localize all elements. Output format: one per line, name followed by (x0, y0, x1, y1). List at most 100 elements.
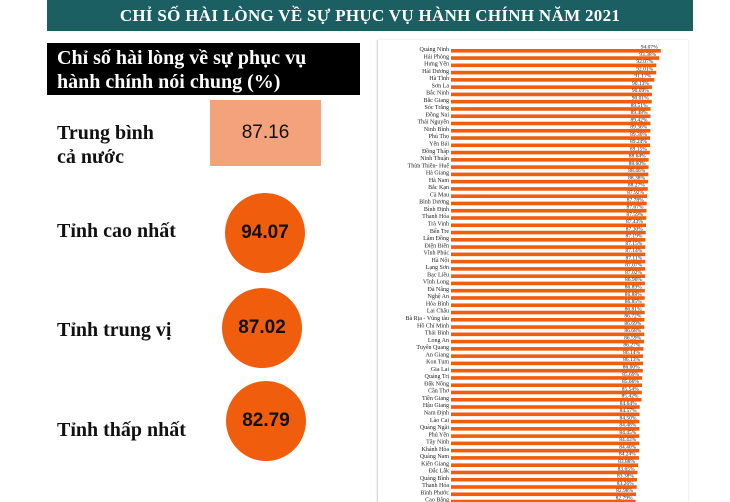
bar (451, 114, 651, 119)
bar (451, 339, 645, 344)
bar (451, 165, 649, 169)
value-label: 83.88% (618, 459, 635, 465)
value-label: 86.88% (625, 292, 642, 298)
category-label: Đồng Tháp (422, 148, 449, 155)
average-label-line2: cả nước (57, 146, 124, 168)
category-label: Hà Tĩnh (429, 76, 449, 82)
category-label: Lào Cai (430, 418, 449, 424)
bar (451, 441, 640, 446)
bar (451, 99, 652, 104)
bar (451, 107, 651, 111)
highest-label: Tỉnh cao nhất (57, 220, 176, 242)
value-label: 87.19% (625, 234, 642, 240)
category-label: Khánh Hòa (422, 447, 450, 453)
value-label: 89.30% (630, 132, 647, 138)
category-label: Gia Lai (431, 367, 449, 373)
value-label: 90.13% (632, 81, 649, 87)
category-label: Vĩnh Long (423, 280, 449, 286)
average-label: Trung bình cả nước (57, 121, 154, 169)
value-label: 89.42% (630, 117, 647, 123)
value-label: 86.85% (625, 299, 642, 305)
slide-header: CHỈ SỐ HÀI LÒNG VỀ SỰ PHỤC VỤ HÀNH CHÍNH… (47, 0, 693, 31)
category-label: Bình Dương (419, 200, 449, 206)
lowest-value-circle: 82.79 (226, 381, 306, 461)
category-label: Hồ Chí Minh (417, 322, 449, 329)
category-label: Yên Bái (429, 142, 449, 148)
value-label: 86.27% (623, 343, 640, 349)
category-label: Cà Mau (430, 192, 449, 198)
value-label: 87.02% (625, 270, 642, 276)
value-label: 87.11% (625, 255, 642, 261)
value-label: 90.09% (632, 88, 649, 94)
category-label: Lạng Sơn (426, 265, 449, 271)
highest-value: 94.07 (241, 222, 289, 243)
value-label: 89.51% (631, 103, 648, 109)
category-label: Lai Châu (427, 309, 449, 315)
bar (451, 376, 643, 380)
category-label: Bình Phước (420, 490, 449, 496)
value-label: 86.14% (623, 350, 640, 356)
bar (451, 456, 639, 460)
bar (451, 368, 643, 373)
category-label: Thái Nguyên (418, 120, 450, 126)
bar (451, 238, 646, 242)
value-label: 86.89% (625, 285, 642, 291)
value-label: 86.13% (623, 357, 640, 363)
category-label: Bình Định (424, 207, 449, 213)
bar (451, 187, 648, 191)
category-label: Phú Thọ (429, 134, 449, 140)
ranking-bar-chart: Quảng Ninh 94.07% Hải Phòng 93.38% Hưng Yên 9… (405, 45, 661, 502)
median-value: 87.02 (238, 317, 286, 338)
value-label: 88.60% (629, 161, 646, 167)
value-label: 91.17% (634, 74, 651, 80)
category-label: Quảng Ninh (420, 47, 450, 53)
bar (451, 259, 646, 264)
category-label: Thanh Hóa (422, 483, 449, 489)
bar (451, 85, 652, 89)
bar (451, 492, 636, 497)
highest-value-circle: 94.07 (225, 193, 305, 273)
bar (451, 310, 645, 315)
category-label: Long An (428, 338, 449, 344)
category-label: Kon Tum (426, 360, 449, 366)
value-label: 86.96% (625, 277, 642, 283)
bar (451, 419, 640, 424)
bar (451, 245, 646, 249)
value-label: 86.00% (623, 364, 640, 370)
average-label-line1: Trung bình (57, 122, 154, 144)
lowest-label: Tỉnh thấp nhất (57, 419, 186, 441)
bar (451, 361, 644, 366)
category-label: Quảng Nam (420, 454, 449, 460)
category-label: Hải Phòng (424, 54, 450, 60)
category-label: Thái Bình (425, 331, 449, 337)
category-label: An Giang (426, 352, 450, 358)
category-label: Cao Bằng (425, 497, 449, 502)
category-label: Cần Thơ (428, 388, 450, 395)
value-label: 84.45% (619, 430, 636, 436)
bar (451, 63, 657, 68)
category-label: Hậu Giang (423, 403, 449, 409)
category-label: Trà Vinh (428, 221, 449, 227)
value-label: 89.36% (630, 125, 647, 131)
value-label: 87.59% (626, 212, 643, 218)
category-label: Điện Biên (425, 243, 450, 249)
value-label: 82.98% (616, 488, 633, 494)
category-label: Thanh Hóa (422, 214, 449, 220)
category-label: Phú Yên (428, 432, 449, 438)
value-label: 87.78% (627, 197, 644, 203)
value-label: 84.50% (619, 415, 636, 421)
bar (451, 194, 648, 198)
bar (451, 485, 637, 489)
value-label: 87.14% (625, 248, 642, 254)
value-label: 85.42% (622, 394, 639, 400)
bar (451, 281, 645, 286)
category-label: Tiền Giang (422, 395, 449, 402)
value-label: 89.48% (631, 110, 648, 116)
bar (451, 390, 642, 395)
bar (451, 288, 645, 293)
bar (451, 70, 657, 75)
ranking-chart-panel: Quảng Ninh 94.07% Hải Phòng 93.38% Hưng Yên 9… (377, 40, 688, 502)
value-label: 87.30% (626, 226, 643, 232)
value-label: 85.69% (622, 372, 639, 378)
bar (451, 412, 640, 417)
